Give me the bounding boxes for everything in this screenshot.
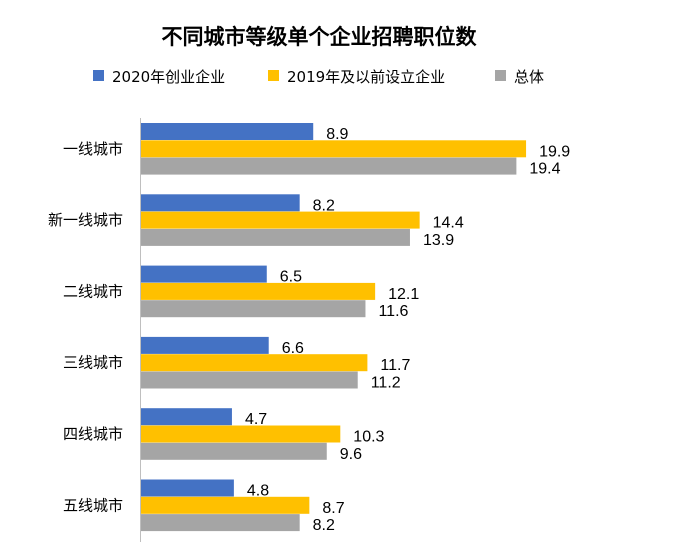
data-label: 9.6 [340, 446, 362, 463]
value-labels: 8.9 19.919.4 8.2 14.413.9 6.5 12.111.6 6.6 11.7… [245, 126, 570, 534]
category-label: 一线城市 [63, 140, 123, 158]
bar [141, 300, 366, 318]
bar [141, 425, 341, 443]
data-label: 8.2 [313, 517, 335, 534]
bar [141, 265, 267, 283]
category-label: 五线城市 [63, 496, 123, 514]
bar [141, 496, 310, 514]
bars [141, 123, 527, 532]
bar [141, 336, 269, 354]
legend-label: 2019年及以前设立企业 [287, 68, 445, 86]
chart-title: 不同城市等级单个企业招聘职位数 [162, 25, 478, 49]
data-label: 12.1 [388, 286, 419, 303]
legend-swatch [495, 70, 506, 81]
bar [141, 228, 410, 246]
data-label: 11.2 [371, 375, 401, 392]
data-label: 14.4 [433, 215, 464, 232]
data-label: 13.9 [423, 232, 454, 249]
legend-swatch [268, 70, 279, 81]
bar [141, 408, 232, 426]
bar [141, 123, 314, 140]
category-label: 新一线城市 [48, 211, 123, 229]
category-label: 四线城市 [63, 425, 123, 443]
legend-swatch [93, 70, 104, 81]
legend-label: 2020年创业企业 [112, 68, 225, 86]
bar [141, 371, 358, 389]
data-label: 19.4 [529, 161, 560, 178]
data-label: 11.7 [380, 357, 410, 374]
data-label: 11.6 [378, 303, 408, 320]
data-label: 6.6 [282, 340, 304, 357]
data-label: 4.8 [247, 483, 269, 500]
data-label: 4.7 [245, 411, 267, 428]
bar [141, 479, 234, 497]
bar [141, 282, 376, 300]
category-label: 二线城市 [63, 282, 123, 300]
bar [141, 140, 527, 158]
bar [141, 157, 517, 175]
bar [141, 514, 300, 532]
bar [141, 354, 368, 372]
data-label: 10.3 [353, 429, 384, 446]
legend-label: 总体 [514, 68, 544, 86]
data-label: 8.2 [313, 197, 335, 214]
category-label: 三线城市 [63, 354, 123, 372]
legend: 2020年创业企业 2019年及以前设立企业 总体 [93, 68, 544, 86]
bar [141, 211, 420, 229]
bar [141, 442, 327, 460]
data-label: 8.9 [326, 126, 348, 143]
data-label: 6.5 [280, 269, 302, 286]
bar [141, 194, 300, 212]
data-label: 19.9 [539, 143, 570, 160]
data-label: 8.7 [322, 500, 344, 517]
